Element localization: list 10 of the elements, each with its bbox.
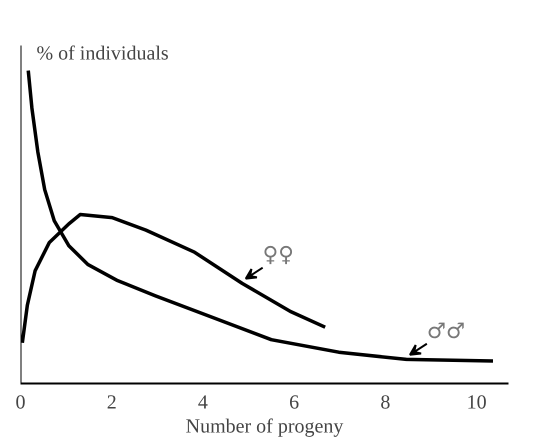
y-axis-title: % of individuals [36, 42, 169, 64]
x-tick-label: 8 [380, 392, 390, 414]
x-tick-label: 4 [198, 392, 208, 414]
x-tick-label: 2 [106, 392, 117, 414]
x-tick-label: 6 [289, 392, 300, 414]
series-label: ♀♀ [262, 242, 294, 268]
x-axis-title: Number of progeny [186, 416, 344, 438]
x-tick-label: 0 [16, 392, 26, 414]
x-tick-label: 10 [466, 392, 487, 414]
series-label: ♂♂ [426, 318, 466, 344]
